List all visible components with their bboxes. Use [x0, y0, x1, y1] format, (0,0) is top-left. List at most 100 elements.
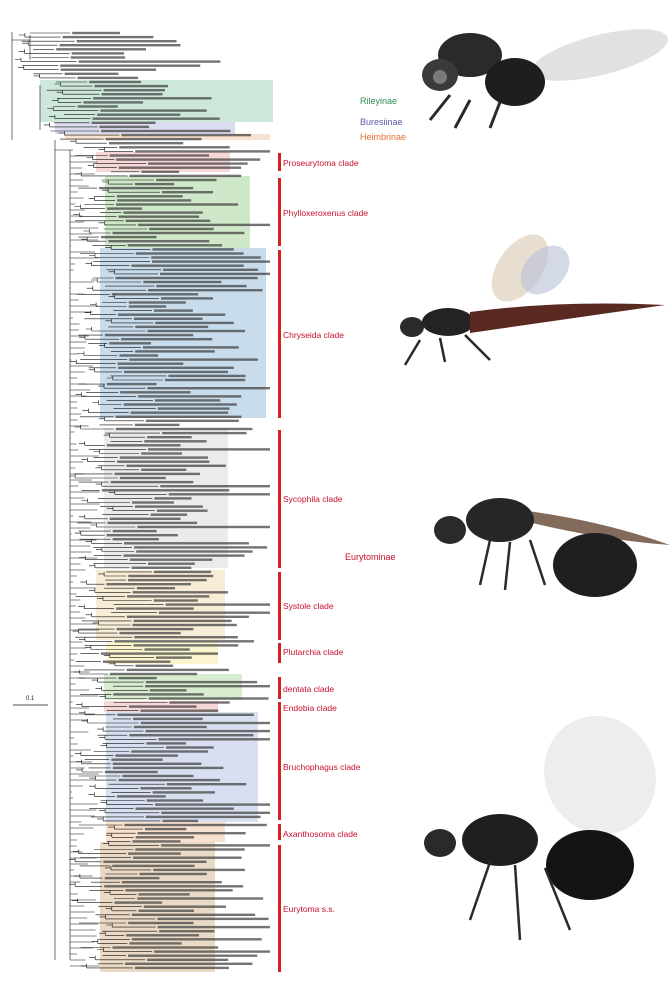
clade-bar-plutarchia [278, 643, 281, 663]
tip-label-170 [133, 725, 207, 729]
tip-label-217 [157, 917, 269, 921]
tip-label-26 [105, 137, 202, 141]
tip-label-174 [146, 742, 186, 745]
clade-label-proseurytoma: Proseurytoma clade [283, 158, 359, 168]
tip-label-228 [125, 962, 253, 965]
tip-label-7 [78, 60, 221, 63]
subfamily-label-rileyinae: Rileyinae [360, 96, 398, 106]
tip-label-39 [162, 191, 213, 194]
tip-label-58 [163, 268, 259, 271]
tip-label-116 [135, 505, 203, 508]
tip-label-103 [141, 452, 182, 455]
clade-label-systole: Systole clade [283, 601, 334, 611]
tip-label-15 [101, 93, 163, 96]
tip-label-46 [125, 219, 211, 222]
tip-label-65 [161, 297, 213, 300]
tip-label-191 [161, 811, 270, 814]
tip-label-77 [142, 346, 239, 349]
tip-label-200 [135, 848, 245, 851]
tip-label-17 [83, 101, 144, 104]
tip-label-157 [109, 672, 198, 676]
scale-bar-label: 0.1 [26, 696, 35, 702]
tip-label-88 [120, 391, 191, 394]
tip-label-213 [114, 901, 163, 904]
tip-label-91 [123, 403, 237, 406]
tip-label-50 [101, 235, 157, 239]
tip-label-162 [113, 693, 204, 696]
tip-label-94 [115, 415, 242, 418]
tip-label-69 [117, 313, 226, 316]
tip-label-150 [133, 644, 239, 647]
tip-label-138 [127, 595, 210, 598]
tip-label-45 [118, 215, 200, 218]
tip-label-51 [108, 240, 210, 243]
tip-label-95 [145, 419, 239, 422]
tip-label-226 [128, 954, 258, 957]
tip-label-34 [141, 170, 180, 173]
tip-label-227 [147, 958, 229, 961]
tip-label-72 [135, 325, 209, 329]
tip-label-98 [162, 431, 247, 435]
tip-label-206 [139, 872, 207, 876]
tip-label-208 [121, 881, 222, 884]
tip-label-128 [123, 554, 245, 557]
tip-label-176 [131, 750, 208, 753]
tip-label-87 [147, 387, 270, 390]
tip-label-31 [116, 158, 261, 161]
tip-label-169 [140, 721, 270, 725]
tip-label-100 [144, 440, 207, 443]
tip-label-118 [150, 513, 188, 516]
tip-label-107 [141, 468, 187, 471]
tip-label-92 [157, 407, 230, 410]
tip-label-1 [62, 35, 154, 39]
tip-label-211 [138, 893, 190, 896]
wasp-image-eurytoma [424, 715, 656, 941]
tip-label-202 [133, 856, 242, 859]
tip-label-197 [135, 836, 194, 839]
tip-label-194 [124, 823, 267, 827]
clade-bar-dentata [278, 677, 281, 699]
tip-label-0 [72, 31, 120, 35]
tip-label-3 [59, 44, 181, 47]
wasp-image-chryseida [400, 234, 665, 366]
tip-label-185 [140, 787, 192, 790]
tip-label-181 [104, 770, 158, 774]
tip-label-59 [160, 272, 270, 276]
tip-label-61 [143, 280, 222, 284]
tip-label-172 [129, 734, 254, 737]
tip-label-36 [156, 178, 217, 182]
tip-label-83 [123, 370, 228, 374]
tip-label-41 [117, 199, 192, 202]
tip-label-76 [109, 342, 151, 345]
tip-label-12 [89, 80, 142, 84]
clade-bar-eurytoma-ss [278, 845, 281, 972]
subfamily-label-eurytominae: Eurytominae [345, 552, 396, 562]
tip-label-140 [165, 603, 270, 606]
clade-label-eurytoma-ss: Eurytoma s.s. [283, 904, 335, 914]
tip-label-113 [168, 493, 270, 496]
tip-label-97 [115, 427, 253, 431]
tip-label-207 [104, 876, 160, 880]
tip-label-40 [116, 195, 183, 198]
clade-bar-systole [278, 572, 281, 640]
tip-label-73 [147, 329, 245, 333]
tip-label-166 [140, 709, 219, 712]
tip-label-135 [106, 583, 191, 586]
tip-label-105 [117, 460, 210, 463]
clade-bar-endobia [278, 702, 281, 712]
tip-label-126 [134, 546, 268, 549]
tip-label-134 [128, 578, 207, 582]
tip-label-190 [135, 807, 234, 810]
clade-bar-sycophila [278, 430, 281, 568]
tip-label-222 [131, 938, 262, 941]
tip-label-29 [135, 150, 270, 153]
clade-bar-axanthosoma [278, 824, 281, 840]
tip-label-139 [153, 599, 198, 602]
tip-label-62 [156, 284, 247, 288]
tip-label-186 [152, 791, 215, 794]
tip-label-153 [155, 656, 192, 659]
tip-label-123 [106, 534, 178, 537]
tip-label-192 [145, 815, 261, 819]
tip-label-220 [159, 930, 215, 933]
tip-label-8 [60, 64, 201, 67]
